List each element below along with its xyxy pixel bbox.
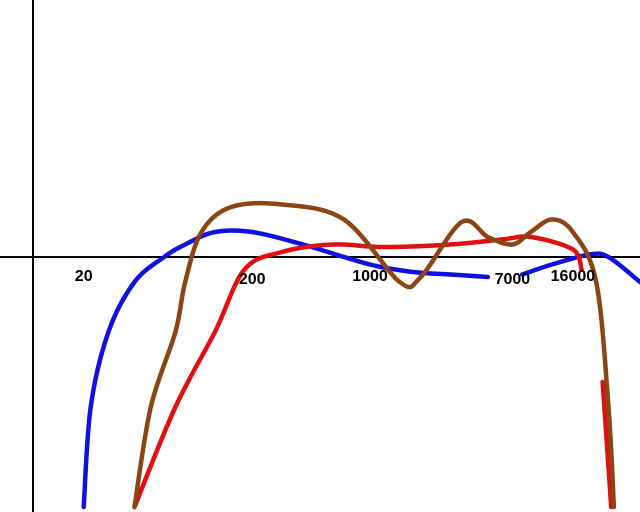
series-curves [81, 200, 640, 510]
x-tick-label: 200 [239, 271, 266, 288]
series-2-line-segment-0 [132, 200, 617, 510]
x-tick-label: 7000 [495, 271, 531, 288]
series-1-line-segment-1 [600, 379, 614, 510]
series-1-line-segment-0 [132, 234, 584, 510]
x-tick-labels: 20 200 1000 7000 16000 [75, 268, 595, 288]
series-0-line-segment-0 [81, 228, 491, 510]
x-tick-label: 16000 [551, 268, 596, 285]
x-tick-label: 20 [75, 268, 93, 285]
x-tick-label: 1000 [352, 268, 388, 285]
